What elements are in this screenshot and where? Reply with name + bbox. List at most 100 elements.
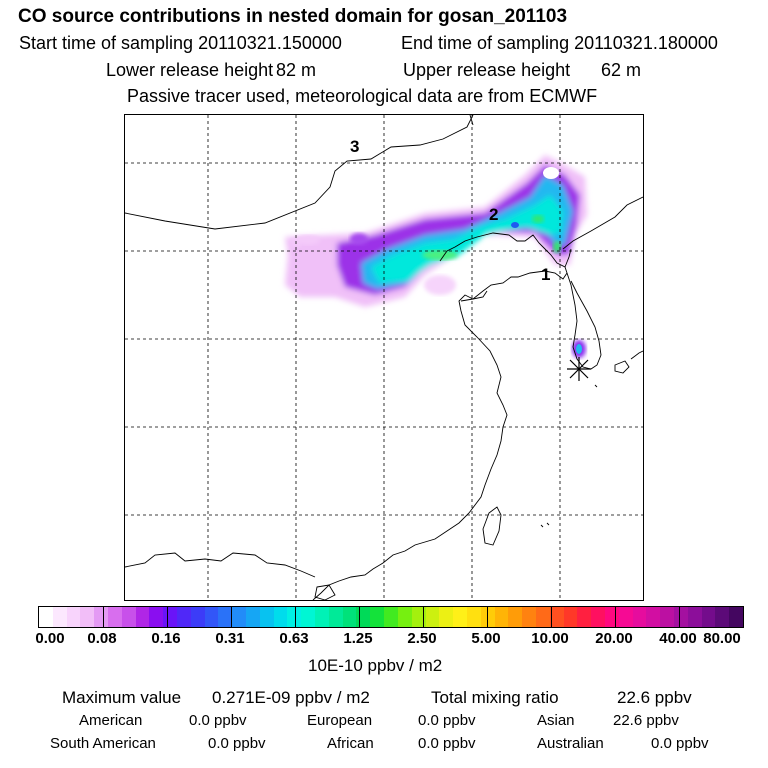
colorbar-segment: [218, 607, 232, 627]
colorbar-segment: [39, 607, 53, 627]
colorbar-segment: [191, 607, 205, 627]
colorbar-segment: [439, 607, 453, 627]
tick-label: 80.00: [703, 630, 741, 647]
colorbar-segment: [246, 607, 260, 627]
shandong: [460, 290, 488, 302]
region-name-asian: Asian: [537, 712, 575, 729]
colorbar-segment: [467, 607, 481, 627]
tick-label: 40.00: [659, 630, 697, 647]
tick-label: 0.63: [279, 630, 309, 647]
coastlines: [125, 115, 643, 600]
chart-title: CO source contributions in nested domain…: [18, 6, 568, 27]
colorbar-segment: [163, 607, 177, 627]
colorbar-segment: [426, 607, 439, 627]
colorbar-segment: [619, 607, 633, 627]
colorbar: [38, 606, 744, 628]
colorbar-segment: [108, 607, 122, 627]
footprint-map: 3 2 1: [124, 114, 644, 601]
zone-label-2: 2: [489, 205, 499, 224]
tick-label: 2.50: [407, 630, 437, 647]
colorbar-segment: [260, 607, 274, 627]
colorbar-segment: [94, 607, 108, 627]
colorbar-segment: [398, 607, 412, 627]
colorbar-divider: [295, 607, 296, 627]
zone-label-1: 1: [541, 265, 551, 284]
colorbar-divider: [359, 607, 360, 627]
colorbar-segment: [343, 607, 356, 627]
region-name-american: American: [79, 712, 143, 729]
colorbar-segment: [536, 607, 550, 627]
colorbar-segment: [646, 607, 660, 627]
start-time-label: Start time of sampling 20110321.150000: [19, 33, 342, 53]
colorbar-segment: [453, 607, 467, 627]
zone-label-3: 3: [350, 137, 360, 156]
colorbar-divider: [679, 607, 680, 627]
tick-label: 10.00: [531, 630, 569, 647]
colorbar-segment: [729, 607, 743, 627]
hainan: [314, 584, 336, 600]
max-value: 0.271E-09 ppbv / m2: [212, 688, 370, 707]
colorbar-segment: [122, 607, 136, 627]
colorbar-segment: [605, 607, 619, 627]
colorbar-segment: [715, 607, 729, 627]
colorbar-segment: [688, 607, 702, 627]
region-value-asian: 22.6 ppbv: [613, 712, 679, 729]
region-name-european: European: [307, 712, 373, 729]
colorbar-segment: [136, 607, 149, 627]
tick-label: 0.31: [215, 630, 245, 647]
colorbar-divider: [167, 607, 168, 627]
colorbar-segment: [481, 607, 495, 627]
colorbar-segment: [274, 607, 287, 627]
colorbar-segment: [495, 607, 508, 627]
lower-release-label: Lower release height: [106, 60, 274, 80]
tick-label: 20.00: [595, 630, 633, 647]
korea-border: [562, 196, 643, 250]
colorbar-segment: [633, 607, 646, 627]
graticule: [125, 115, 643, 600]
total-mixing-value: 22.6 ppbv: [617, 688, 692, 707]
map-canvas: [125, 115, 643, 600]
colorbar-segment: [564, 607, 577, 627]
colorbar-segment: [287, 607, 301, 627]
tick-label: 1.25: [343, 630, 373, 647]
max-value-label: Maximum value: [62, 688, 182, 707]
colorbar-segment: [232, 607, 246, 627]
region-value-african: 0.0 ppbv: [418, 735, 476, 752]
china-south-inland: [125, 552, 316, 578]
upper-release-label: Upper release height: [403, 60, 571, 80]
colorbar-segment: [550, 607, 564, 627]
tick-label: 0.16: [151, 630, 181, 647]
region-value-south-american: 0.0 ppbv: [208, 735, 266, 752]
region-name-south-american: South American: [50, 735, 156, 752]
colorbar-segment: [522, 607, 536, 627]
colorbar-segment: [67, 607, 80, 627]
northeast-border: [469, 115, 474, 126]
japan-islands: [614, 350, 643, 374]
colorbar-divider: [231, 607, 232, 627]
total-mixing-label: Total mixing ratio: [431, 688, 559, 707]
small-islands: [540, 384, 598, 528]
region-value-european: 0.0 ppbv: [418, 712, 476, 729]
colorbar-segment: [149, 607, 163, 627]
region-value-australian: 0.0 ppbv: [651, 735, 709, 752]
colorbar-segment: [80, 607, 94, 627]
colorbar-segment: [205, 607, 218, 627]
receptor-asterisk-icon: [567, 357, 591, 381]
colorbar-segment: [315, 607, 329, 627]
colorbar-segment: [702, 607, 715, 627]
colorbar-segment: [329, 607, 343, 627]
colorbar-segment: [301, 607, 315, 627]
tick-label: 0.00: [35, 630, 65, 647]
colorbar-divider: [487, 607, 488, 627]
colorbar-segment: [577, 607, 591, 627]
colorbar-divider: [615, 607, 616, 627]
end-time-label: End time of sampling 20110321.180000: [401, 33, 718, 53]
colorbar-divider: [103, 607, 104, 627]
colorbar-segment: [370, 607, 384, 627]
colorbar-segment: [177, 607, 191, 627]
colorbar-segment: [674, 607, 688, 627]
region-name-australian: Australian: [537, 735, 604, 752]
region-name-african: African: [327, 735, 374, 752]
taiwan: [482, 506, 502, 546]
colorbar-segment: [660, 607, 674, 627]
